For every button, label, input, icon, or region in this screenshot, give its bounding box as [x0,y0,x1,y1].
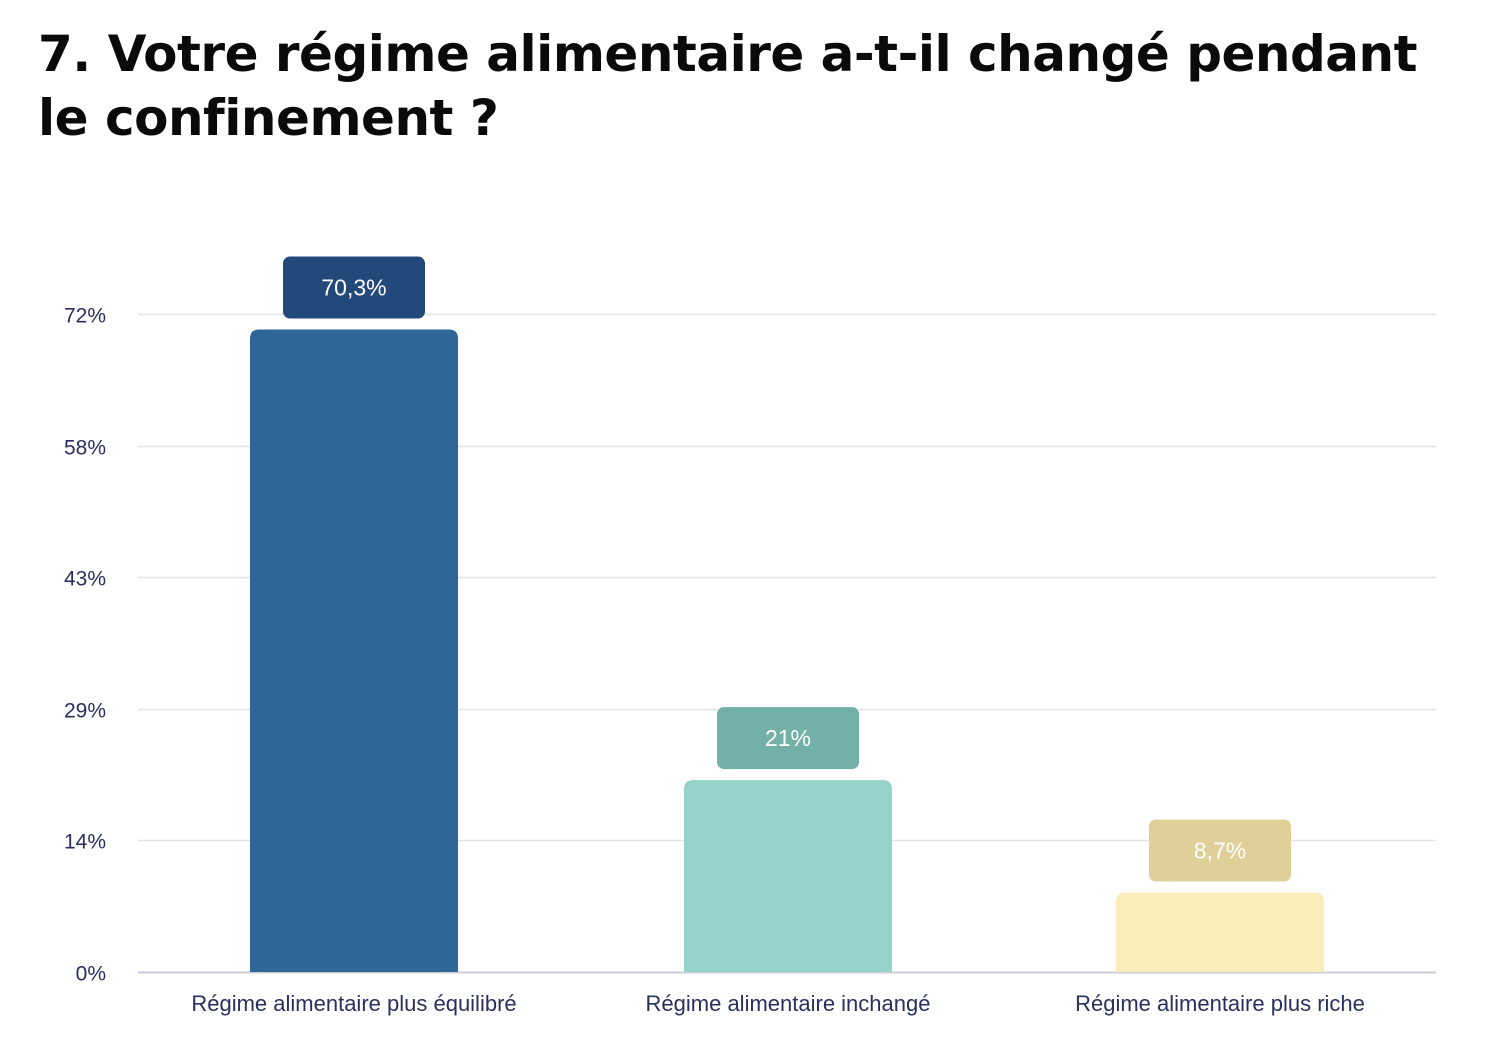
bars [250,329,1324,972]
value-label-badge [1149,819,1291,882]
value-label: 8,7% [1194,837,1246,863]
x-category-label: Régime alimentaire plus riche [1075,991,1365,1016]
chart-title: 7. Votre régime alimentaire a-t-il chang… [38,25,1418,147]
x-category-label: Régime alimentaire plus équilibré [191,991,516,1016]
value-label: 21% [765,725,811,751]
y-axis-ticks: 0% 14% 29% 43% 58% 72% [64,305,106,986]
x-category-label: Régime alimentaire inchangé [646,991,931,1016]
y-tick-label: 72% [64,305,106,328]
value-labels: 70,3% 21% 8,7% [283,256,1291,882]
value-label-badge [717,707,859,770]
bar [684,780,892,972]
y-tick-label: 58% [64,437,106,460]
x-axis-labels: Régime alimentaire plus équilibré Régime … [191,991,1365,1016]
y-tick-label: 29% [64,700,106,723]
value-label: 70,3% [321,275,386,301]
y-tick-label: 43% [64,568,106,591]
value-label-badge [283,256,425,319]
y-tick-label: 0% [76,963,106,986]
bar [1116,892,1324,972]
bar [250,329,458,972]
y-tick-label: 14% [64,831,106,854]
